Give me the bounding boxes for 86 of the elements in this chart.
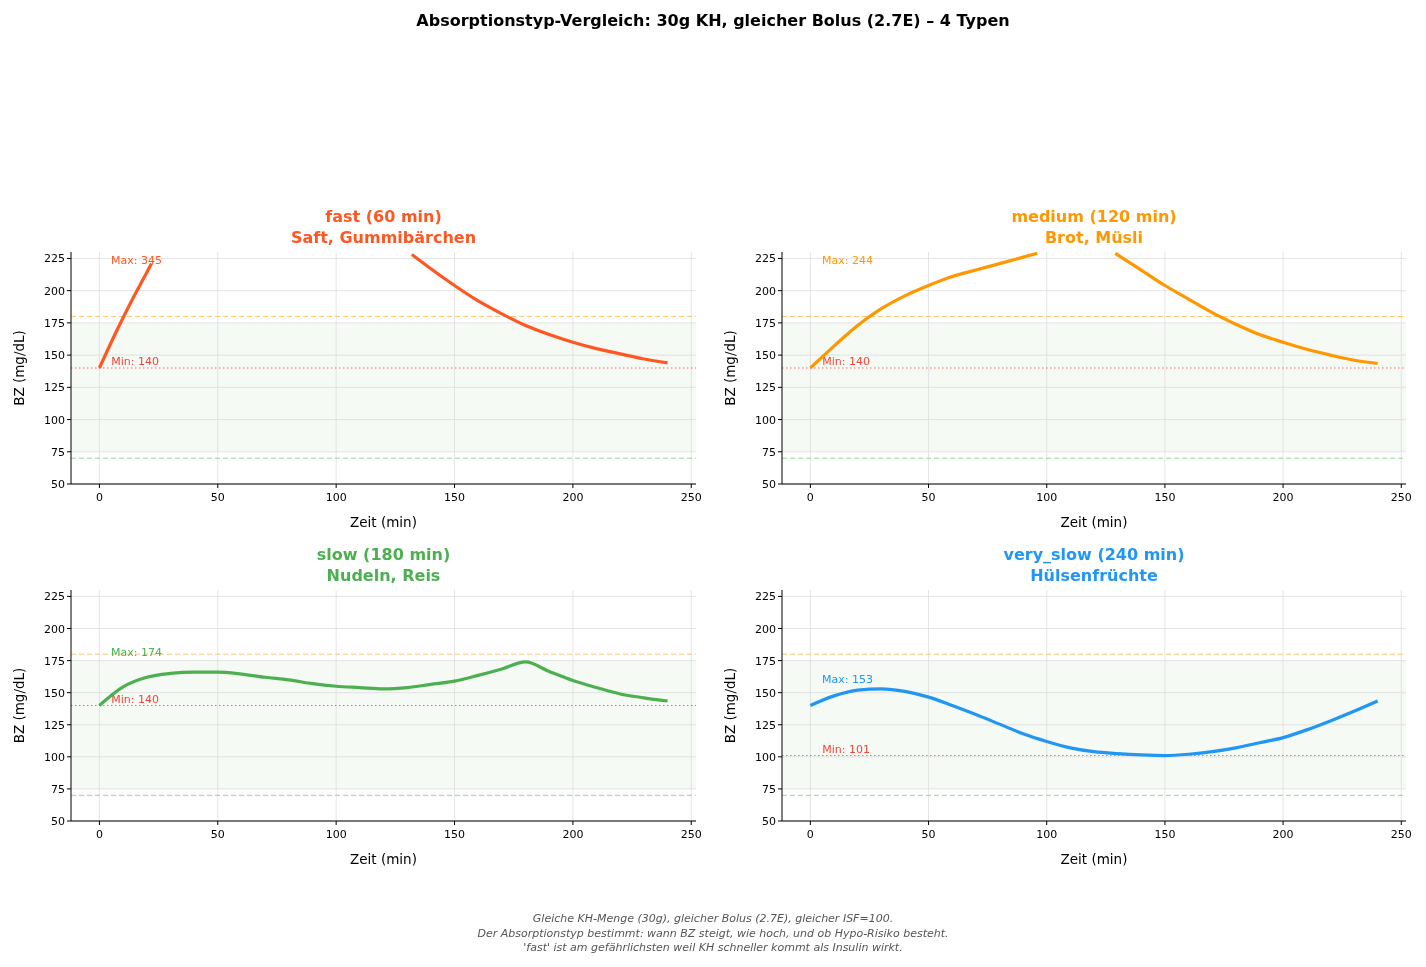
line-series (97, 660, 670, 708)
x-tick-label: 50 (210, 491, 225, 504)
x-tick-label: 50 (921, 491, 936, 504)
ref-line-label: Min: 140 (111, 692, 159, 706)
chart-subtitle: Saft, Gummibärchen (290, 228, 477, 247)
text: Gleiche KH-Menge (30g), gleicher Bolus (2.7E), gleicher ISF=100. (532, 912, 894, 925)
x-tick-label: 200 (562, 828, 584, 841)
y-tick-label: 100 (755, 750, 776, 764)
y-tick-label: 75 (51, 782, 65, 796)
y-tick-label: 225 (755, 252, 776, 266)
y-tick-label: 150 (44, 349, 65, 363)
y-axis-title: BZ (mg/dL) (722, 667, 738, 744)
y-axis-title: BZ (mg/dL) (11, 330, 27, 406)
y-tick-label: 150 (44, 686, 65, 700)
y-tick-label: 50 (51, 478, 65, 491)
x-tick-label: 0 (95, 491, 103, 504)
x-tick-label: 150 (1154, 491, 1176, 504)
y-tick-label: 225 (755, 590, 776, 604)
x-tick-label: 150 (444, 491, 466, 504)
x-tick-label: 250 (1390, 491, 1412, 504)
y-tick-label: 150 (755, 349, 776, 363)
y-tick-label: 200 (44, 284, 65, 298)
x-tick-label: 200 (1272, 491, 1294, 504)
y-tick-label: 100 (755, 413, 776, 427)
x-tick-label: 150 (444, 828, 466, 841)
y-tick-label: 125 (755, 718, 776, 732)
y-tick-label: 75 (762, 782, 776, 796)
y-tick-label: 50 (762, 815, 776, 828)
y-tick-label: 50 (762, 478, 776, 491)
chart-subtitle: Hülsenfrüchte (1030, 566, 1158, 585)
y-tick-label: 75 (51, 445, 65, 459)
annotation: Max: 244 (822, 254, 873, 267)
y-tick-label: 175 (755, 654, 776, 668)
y-tick-label: 50 (51, 815, 65, 828)
line-series (808, 687, 1380, 758)
chart-title: slow (180 min) (316, 545, 451, 564)
x-tick-label: 100 (325, 828, 347, 841)
chart-subtitle: Brot, Müsli (1044, 228, 1144, 247)
y-tick-label: 125 (44, 718, 65, 732)
y-tick-label: 125 (755, 381, 776, 395)
x-tick-label: 0 (95, 828, 103, 841)
y-tick-label: 100 (44, 413, 65, 427)
x-tick-label: 150 (1154, 828, 1176, 841)
x-tick-label: 0 (806, 828, 814, 841)
x-axis-title: Zeit (min) (1060, 851, 1128, 867)
x-tick-label: 200 (1272, 828, 1294, 841)
x-axis-title: Zeit (min) (350, 514, 417, 530)
ref-line-label: Min: 140 (111, 355, 159, 368)
x-tick-label: 200 (562, 491, 584, 504)
y-tick-label: 75 (762, 445, 776, 459)
chart-title: fast (60 min) (325, 207, 442, 226)
y-tick-label: 100 (44, 750, 65, 764)
x-axis-title: Zeit (min) (1060, 514, 1128, 530)
y-tick-label: 225 (44, 252, 65, 266)
x-tick-label: 100 (325, 491, 347, 504)
x-tick-label: 50 (921, 828, 936, 841)
x-tick-label: 100 (1036, 828, 1058, 841)
x-tick-label: 250 (680, 491, 702, 504)
chart-title: very_slow (240 min) (1003, 545, 1185, 564)
x-tick-label: 0 (806, 491, 814, 504)
ref-line-label: Min: 101 (822, 742, 870, 756)
x-tick-label: 250 (1390, 828, 1412, 841)
y-tick-label: 200 (755, 622, 776, 636)
y-tick-label: 175 (44, 654, 65, 668)
x-tick-label: 50 (210, 828, 225, 841)
text: Absorptionstyp-Vergleich: 30g KH, gleicher Bolus (2.7E) – 4 Typen (416, 11, 1010, 30)
y-axis-title: BZ (mg/dL) (11, 667, 27, 744)
chart-subtitle: Nudeln, Reis (326, 566, 441, 585)
x-tick-label: 250 (680, 828, 702, 841)
y-tick-label: 175 (755, 316, 776, 330)
ref-line-label: Min: 140 (822, 355, 870, 368)
text: 'fast' ist am gefährlichsten weil KH schneller kommt als Insulin wirkt. (523, 941, 903, 954)
annotation: Max: 345 (111, 254, 162, 267)
x-tick-label: 100 (1036, 491, 1058, 504)
chart-title: medium (120 min) (1011, 207, 1177, 226)
annotation: Max: 174 (111, 645, 162, 659)
y-axis-title: BZ (mg/dL) (722, 330, 738, 406)
x-axis-title: Zeit (min) (350, 851, 417, 867)
y-tick-label: 225 (44, 590, 65, 604)
y-tick-label: 125 (44, 381, 65, 395)
y-tick-label: 200 (44, 622, 65, 636)
y-tick-label: 200 (755, 284, 776, 298)
annotation: Max: 153 (822, 672, 873, 686)
text: Der Absorptionstyp bestimmt: wann BZ steigt, wie hoch, und ob Hypo-Risiko besteht. (477, 926, 949, 940)
y-tick-label: 150 (755, 686, 776, 700)
y-tick-label: 175 (44, 316, 65, 330)
